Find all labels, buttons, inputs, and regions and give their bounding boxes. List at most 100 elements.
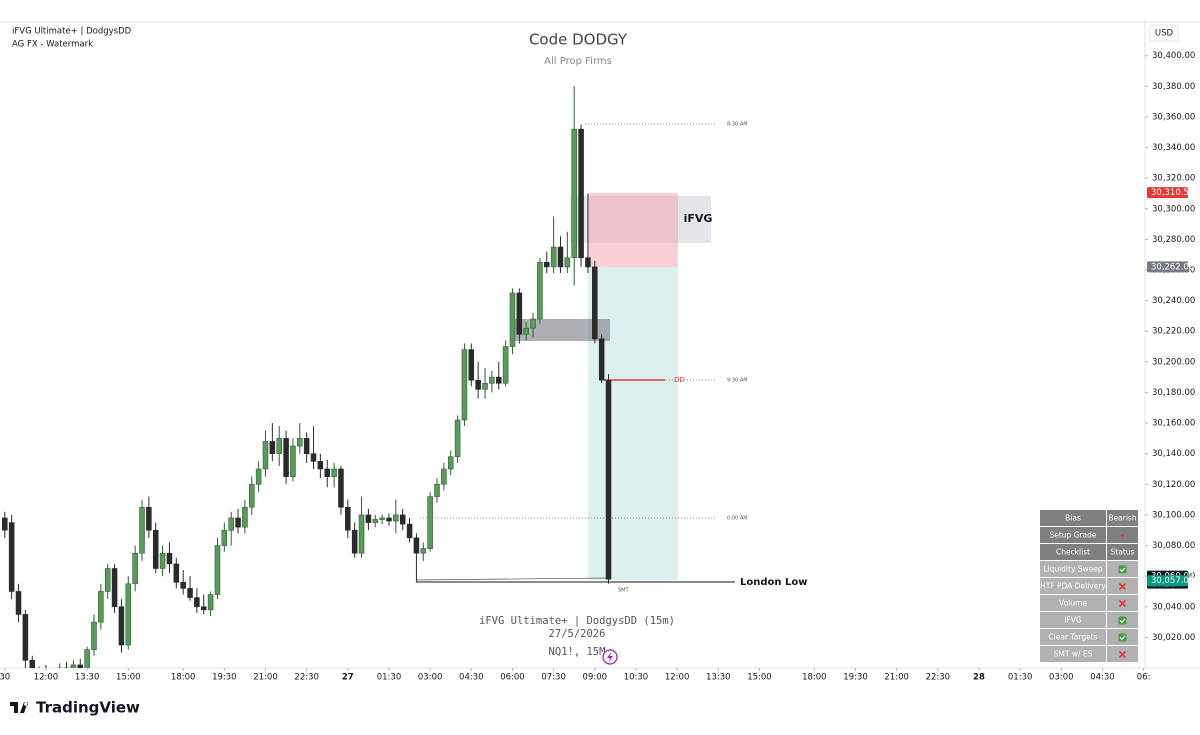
price-label-box [1147,575,1188,587]
table-text: HTF PDA Delivery [1040,582,1106,591]
candle-body [77,664,84,668]
candle-body [276,438,282,454]
candle-body [91,621,97,650]
table-cell [1040,612,1106,628]
candle-body [516,292,523,335]
watermark: iFVG Ultimate+ | DodgysDD (15m) 27/5/202… [479,615,675,658]
candle-body [283,438,289,477]
table-cell [1040,595,1106,611]
x-tick-label: 13:30 [75,673,100,683]
price-label-box [1147,187,1188,199]
x-tick-label: 21:00 [884,673,909,683]
candle-body [262,441,269,470]
table-cell [1040,544,1106,560]
x-tick-label: 15:00 [747,673,772,683]
table-cell [1040,527,1106,543]
candle-body [125,583,132,646]
x-tick-label: 09:00 [583,673,608,683]
candle-body [365,514,372,523]
candle-body [84,649,90,668]
candle-body [564,257,571,268]
y-tick-label: 30,140.00 [1152,449,1195,459]
x-tick-label: 21:00 [253,673,278,683]
target-zone [588,267,678,580]
candle-body [331,468,337,477]
y-tick-label: 30,320.00 [1152,174,1195,184]
x-tick-label: 12:00 [665,673,690,683]
price-label-box [1147,261,1188,273]
candle-body [111,568,118,608]
candle-body [592,266,598,340]
x-tick-label: 01:30 [1008,673,1033,683]
candle-body [269,441,276,454]
candle-body [530,318,536,329]
candle-body [173,563,180,583]
candle-body [509,292,516,347]
candle-body [324,468,331,477]
candle-body [194,597,200,608]
candle-body [2,517,8,531]
candle-body [345,506,351,531]
x-tick-label: 19:30 [212,673,237,683]
alert-bolt [607,652,613,662]
candle-body [132,552,138,585]
candle-body [351,529,358,554]
y-tick-label: 30,020.00 [1152,633,1195,643]
table-text: Volume [1059,599,1087,608]
candle-body [146,506,152,531]
chart-title: Code DODGY [529,31,628,49]
candle-body [523,327,529,335]
table-cell [1040,510,1106,526]
candle-body [310,453,317,462]
y-tick-label: 30,300.00 [1152,204,1195,214]
table-text: Status [1111,548,1135,557]
footer-brand: TradingView [36,699,140,717]
y-tick-label: 30,160.00 [1152,419,1195,429]
x-tick-label: 03:00 [1049,673,1074,683]
tv-logo [10,702,29,713]
candle-body [420,548,427,554]
candle-body [118,606,125,646]
candle-body [427,496,433,549]
candle-body [303,438,310,454]
candle-body [221,529,228,546]
candle-body [228,517,234,531]
status-cross [1118,582,1127,591]
table-cell [1040,629,1106,645]
status-ok [1118,633,1127,642]
price-label: 30,262.00 [1151,262,1194,272]
pda-box [513,319,610,341]
annotations: iFVG 8:30 AM 9:30 AM 0:00 AM DD SMT Lond… [415,122,807,594]
y-tick-label: 30,280.00 [1152,235,1195,245]
candle-body [544,262,550,268]
x-tick-label: 04:30 [1090,673,1115,683]
candle-body [372,519,379,523]
x-tick-label: 18:00 [171,673,196,683]
candle-body [255,468,262,485]
y-tick-label: 30,200.00 [1152,357,1195,367]
candle-body [550,246,557,268]
candle-body [235,517,241,528]
currency[interactable]: USD [1155,29,1174,39]
table-text: Bearish [1108,514,1136,523]
table-text: Setup Grade [1049,531,1096,540]
indicator-label: iFVG Ultimate+ | DodgysDD [12,27,132,37]
indicator-label: AG FX - Watermark [12,40,93,50]
x-tick-label: 06: [1137,673,1151,683]
currency-box[interactable] [1149,24,1179,42]
london-low-label: London Low [740,577,807,588]
candle-body [557,246,564,268]
x-tick-label: 04:30 [459,673,484,683]
candle-body [461,349,468,421]
candle-body [468,349,475,381]
candle-body [22,614,29,661]
candle-body [180,581,186,589]
table-cell [1040,578,1106,594]
x-tick-label: 03:00 [418,673,443,683]
watermark-text: iFVG Ultimate+ | DodgysDD (15m) [479,615,675,627]
table-cell [1040,561,1106,577]
y-tick-label: 30,180.00 [1152,388,1195,398]
candle-body [70,664,77,668]
candle-body [166,552,173,565]
status-check [1119,618,1126,624]
